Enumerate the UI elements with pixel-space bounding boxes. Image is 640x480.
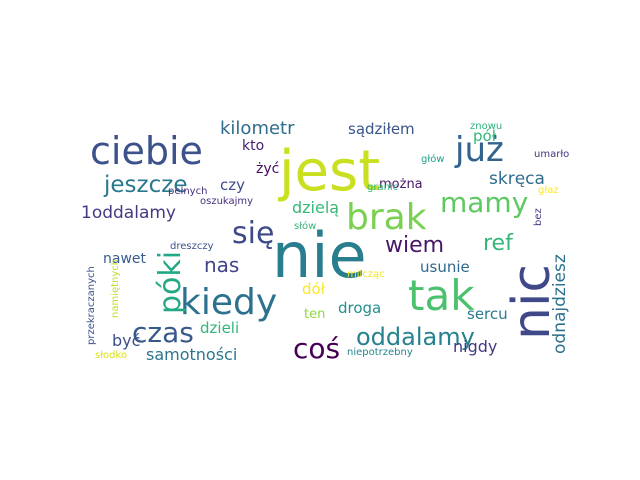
word-53: głaz <box>538 185 559 196</box>
word-45: milcząc <box>347 269 385 280</box>
word-41: dreszczy <box>170 241 214 252</box>
word-8: mamy <box>440 186 528 219</box>
word-38: odnajdziesz <box>550 254 570 354</box>
word-16: ref <box>483 231 514 256</box>
word-4: tak <box>408 271 475 320</box>
word-46: słów <box>294 220 316 232</box>
word-27: 1oddalamy <box>81 203 176 223</box>
word-50: znowu <box>470 121 502 132</box>
word-13: oddalamy <box>356 323 475 351</box>
word-9: jeszcze <box>103 172 187 198</box>
word-22: dzielą <box>292 198 339 217</box>
word-20: pół <box>473 127 497 145</box>
word-37: nigdy <box>453 337 497 356</box>
cloud-background <box>80 118 560 362</box>
word-26: żyć <box>256 161 279 177</box>
word-49: granic <box>367 182 398 193</box>
word-17: nas <box>204 253 239 277</box>
word-7: brak <box>346 197 427 238</box>
word-1: jest <box>277 139 380 204</box>
word-35: ten <box>304 307 325 322</box>
word-12: czas <box>132 316 194 349</box>
word-25: kto <box>242 138 264 154</box>
word-39: pełnych <box>168 186 207 197</box>
word-6: kiedy <box>180 282 277 323</box>
word-47: niepotrzebny <box>347 347 413 358</box>
word-24: czy <box>220 176 245 194</box>
word-21: skręca <box>489 169 545 189</box>
word-30: dół <box>302 280 326 298</box>
word-29: być <box>112 331 140 350</box>
word-10: póki <box>153 251 188 314</box>
word-14: coś <box>293 332 340 365</box>
word-52: bez <box>533 208 544 226</box>
word-40: oszukajmy <box>200 196 253 207</box>
word-31: droga <box>338 299 381 317</box>
word-48: głów <box>421 153 445 165</box>
word-23: można <box>379 177 423 192</box>
word-43: namiętnych <box>110 259 121 318</box>
word-44: słodko <box>95 350 127 361</box>
word-5: już <box>454 130 504 170</box>
word-34: sercu <box>467 305 508 323</box>
word-19: sądziłem <box>348 120 415 138</box>
word-51: umarło <box>534 149 569 160</box>
word-2: ciebie <box>90 129 203 173</box>
word-42: przekraczanych <box>86 266 97 345</box>
word-32: dzieli <box>200 319 239 337</box>
word-36: samotności <box>146 345 237 364</box>
word-18: kilometr <box>220 118 295 139</box>
word-33: usunie <box>420 258 470 276</box>
word-0: nie <box>272 219 367 292</box>
word-11: się <box>232 216 274 251</box>
word-3: nic <box>502 264 562 340</box>
word-28: nawet <box>103 251 147 267</box>
word-15: wiem <box>385 233 444 258</box>
